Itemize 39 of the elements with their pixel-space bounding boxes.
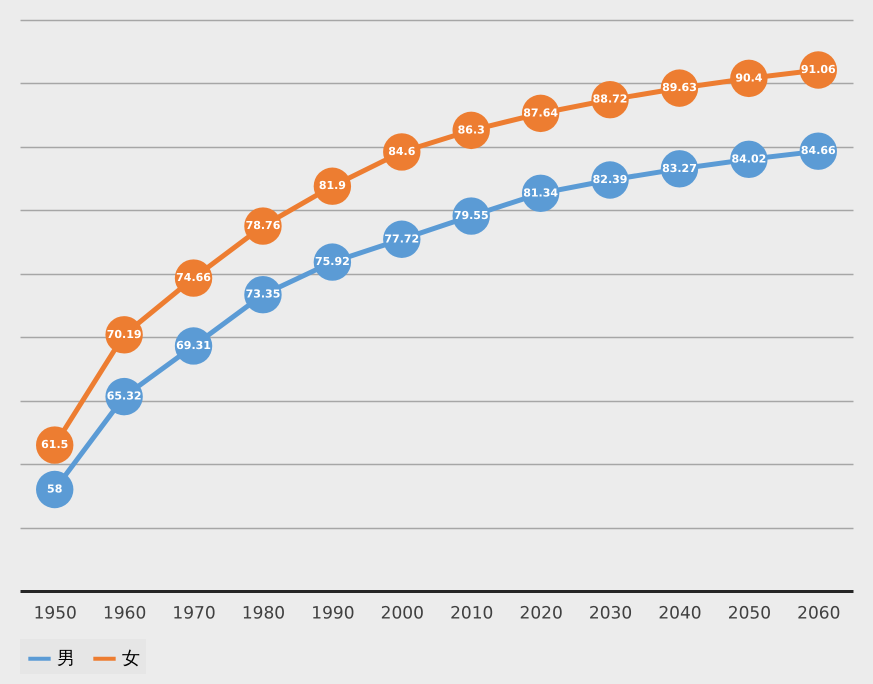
x-tick-label: 1990: [311, 604, 355, 624]
data-label: 84.6: [388, 144, 416, 158]
data-label: 74.66: [176, 271, 212, 284]
x-tick-label: 2060: [797, 604, 840, 624]
data-label: 69.31: [176, 338, 211, 352]
data-label: 89.63: [662, 81, 697, 94]
data-label: 87.64: [523, 106, 558, 120]
data-label: 78.76: [246, 219, 281, 232]
legend-label: 女: [122, 648, 140, 669]
data-label: 84.66: [800, 144, 836, 158]
data-label: 75.92: [314, 255, 350, 268]
x-tick-label: 2040: [658, 604, 702, 624]
x-tick-label: 1950: [34, 604, 77, 624]
x-tick-label: 1970: [172, 604, 216, 624]
data-label: 90.4: [735, 71, 763, 84]
x-tick-label: 1960: [102, 604, 146, 624]
data-label: 70.19: [106, 328, 142, 341]
data-label: 58: [47, 482, 62, 496]
data-label: 81.9: [318, 179, 346, 192]
data-label: 83.27: [662, 162, 697, 175]
x-tick-label: 1980: [242, 604, 286, 624]
point: [36, 470, 74, 508]
data-label: 86.3: [458, 123, 485, 136]
x-tick-label: 2050: [728, 604, 772, 624]
data-label: 73.35: [246, 288, 280, 301]
data-label: 79.55: [454, 209, 489, 222]
data-label: 61.5: [41, 438, 68, 452]
x-tick-label: 2020: [519, 604, 563, 624]
legend-label: 男: [57, 648, 75, 669]
data-label: 77.72: [384, 232, 420, 246]
x-tick-label: 2010: [450, 604, 494, 624]
data-label: 84.02: [731, 152, 766, 166]
x-tick-label: 2030: [588, 604, 632, 624]
data-label: 88.72: [592, 92, 628, 106]
data-label: 91.06: [800, 62, 836, 76]
x-tick-label: 2000: [380, 604, 424, 624]
data-label: 81.34: [523, 186, 558, 200]
data-label: 65.32: [106, 390, 142, 403]
data-label: 82.39: [592, 173, 628, 186]
